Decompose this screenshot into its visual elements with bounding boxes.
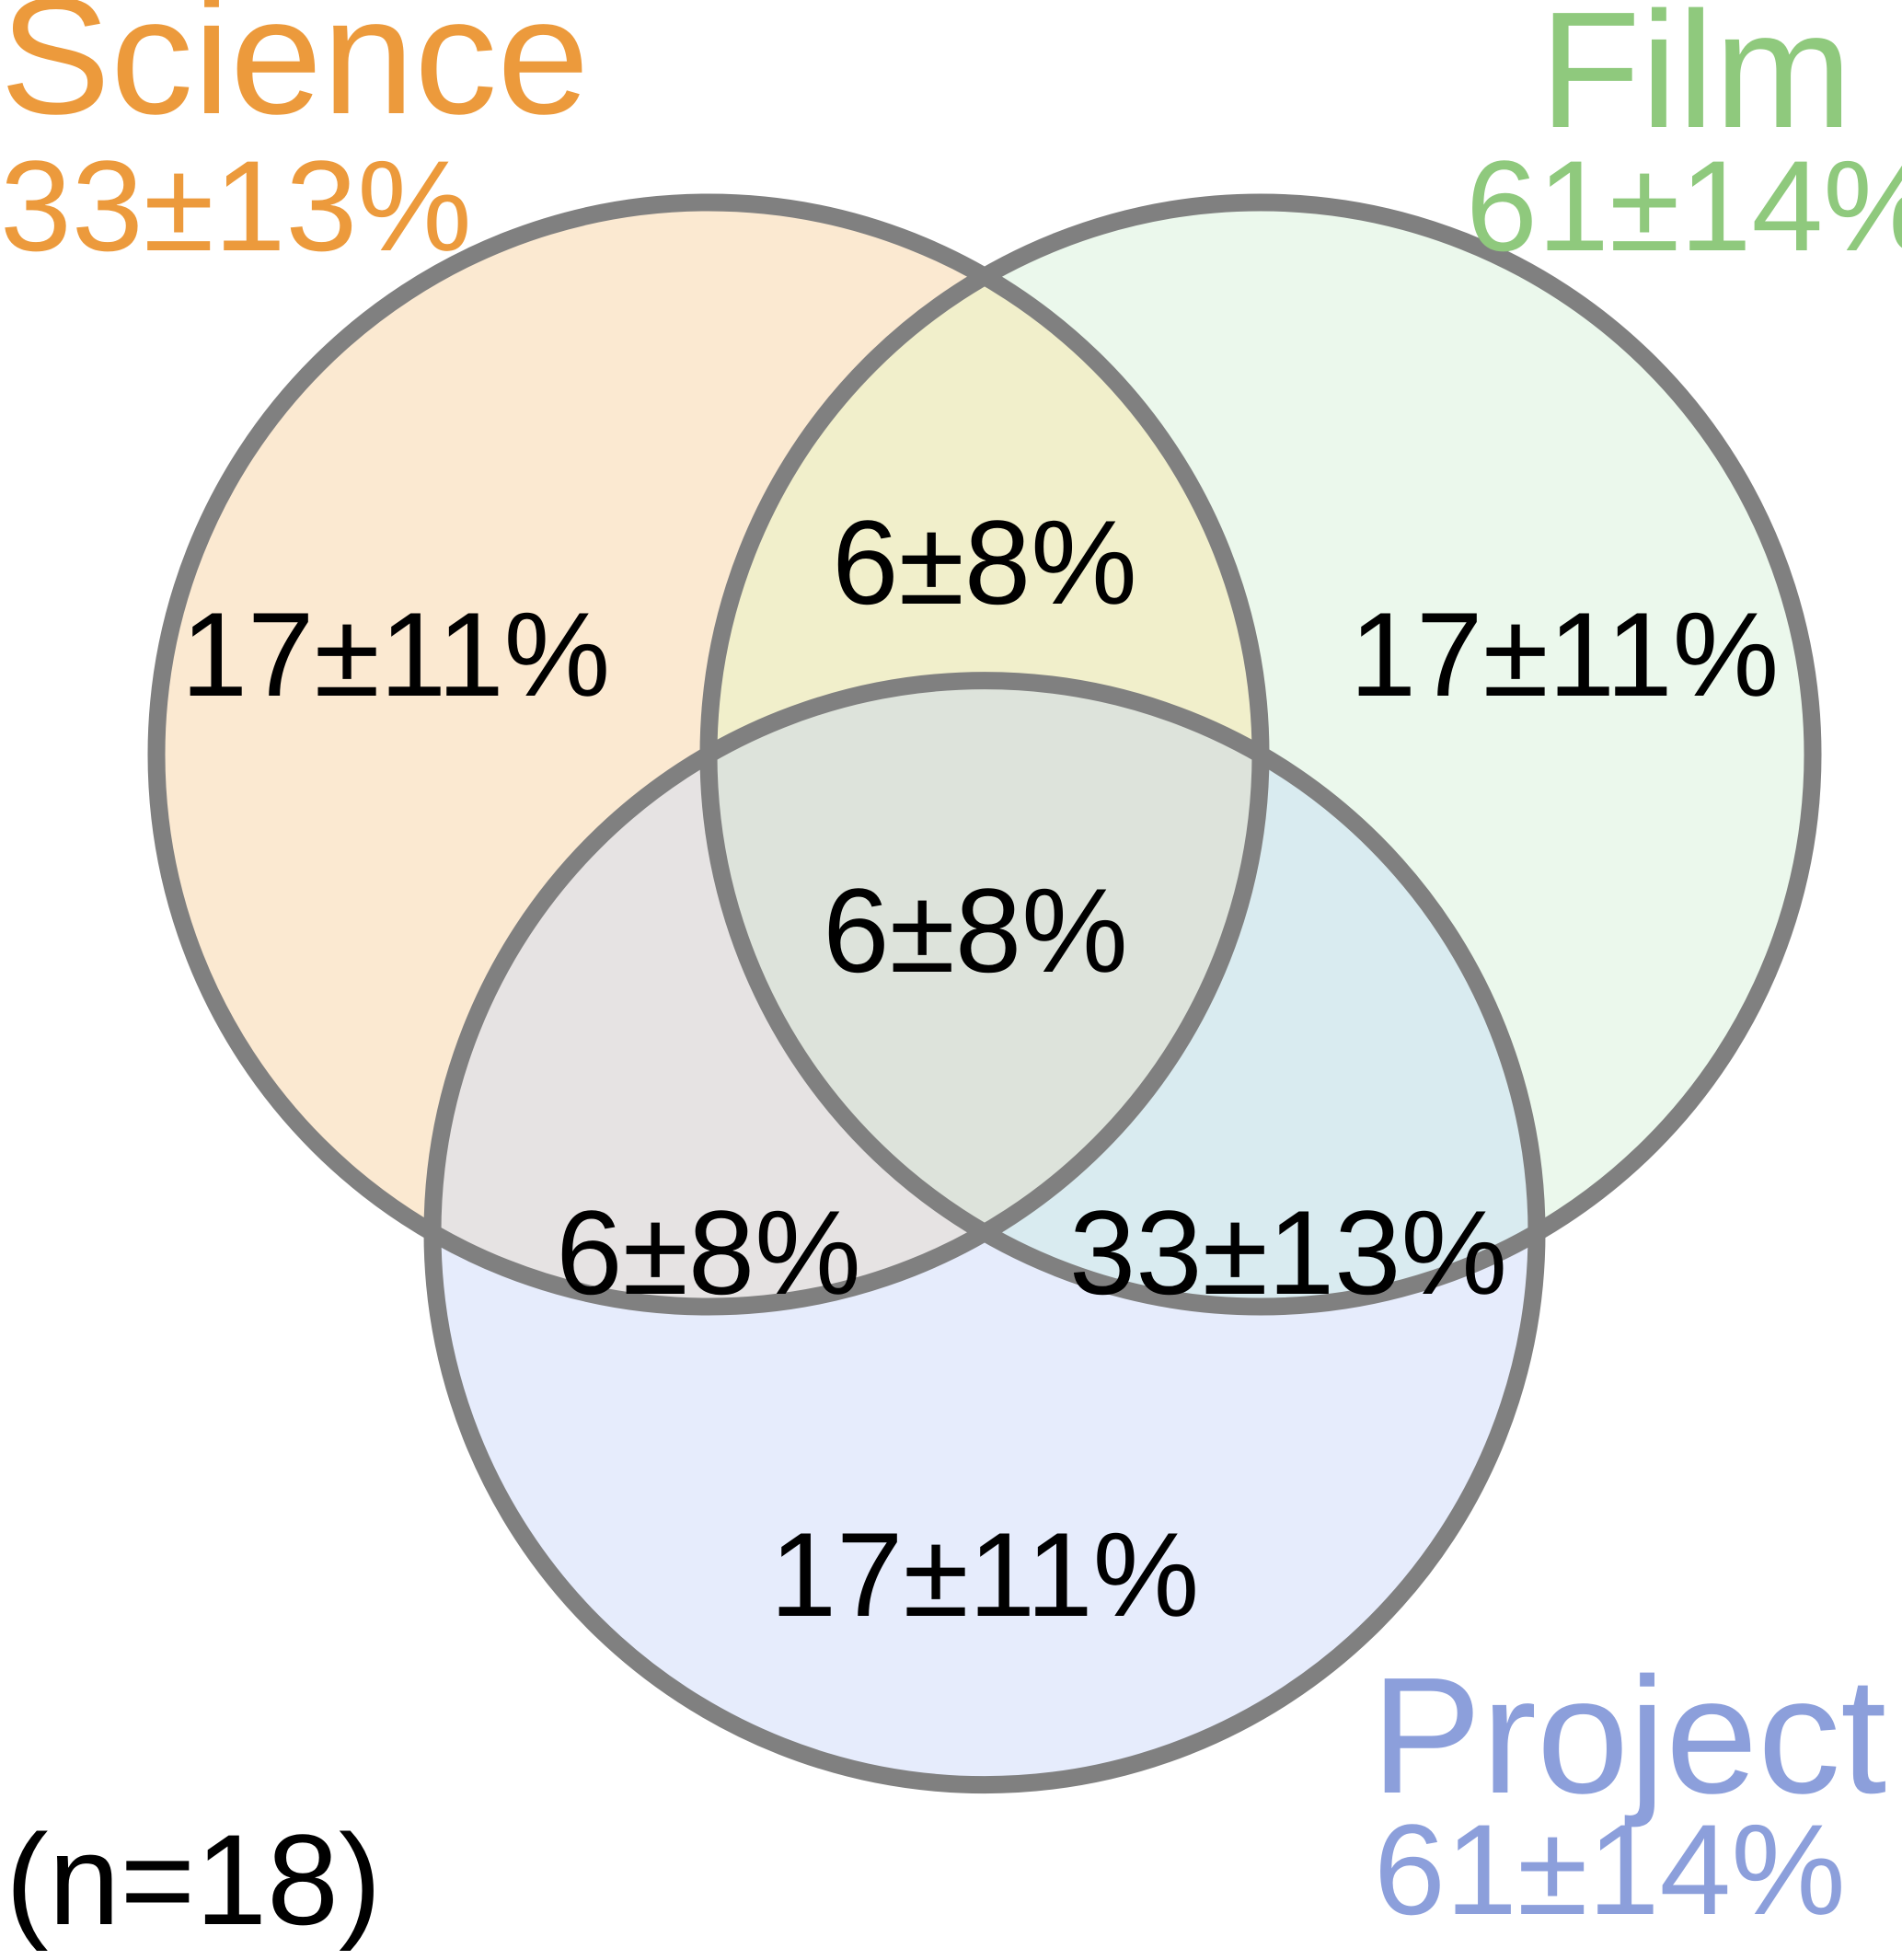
svg-text:17±11%: 17±11% <box>1350 587 1780 721</box>
svg-text:33±13%: 33±13% <box>1069 1185 1507 1320</box>
svg-text:17±11%: 17±11% <box>181 587 611 721</box>
svg-text:6±8%: 6±8% <box>832 495 1137 629</box>
svg-text:6±8%: 6±8% <box>556 1185 861 1320</box>
svg-text:6±8%: 6±8% <box>823 863 1128 997</box>
svg-text:17±11%: 17±11% <box>770 1507 1200 1642</box>
